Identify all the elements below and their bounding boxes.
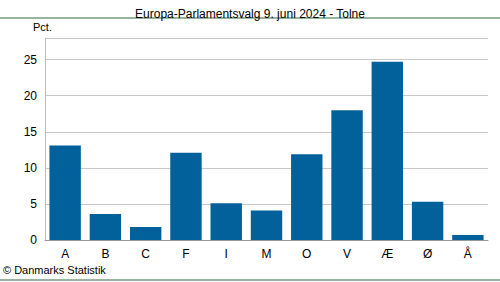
svg-text:0: 0 [30, 233, 37, 247]
svg-text:5: 5 [30, 197, 37, 211]
svg-text:V: V [343, 247, 351, 261]
svg-text:20: 20 [24, 89, 38, 103]
svg-text:Å: Å [464, 246, 472, 261]
svg-text:O: O [302, 247, 311, 261]
svg-text:A: A [61, 247, 69, 261]
svg-text:F: F [182, 247, 189, 261]
svg-text:Æ: Æ [381, 247, 393, 261]
svg-text:Pct.: Pct. [33, 21, 52, 33]
svg-text:I: I [225, 247, 228, 261]
svg-text:© Danmarks Statistik: © Danmarks Statistik [3, 264, 106, 276]
svg-text:C: C [141, 247, 150, 261]
svg-text:B: B [101, 247, 109, 261]
svg-text:Ø: Ø [423, 247, 432, 261]
svg-text:M: M [262, 247, 272, 261]
svg-text:10: 10 [24, 161, 38, 175]
svg-text:Europa-Parlamentsvalg 9. juni: Europa-Parlamentsvalg 9. juni 2024 - Tol… [135, 7, 365, 21]
svg-text:15: 15 [24, 125, 38, 139]
svg-text:25: 25 [24, 53, 38, 67]
